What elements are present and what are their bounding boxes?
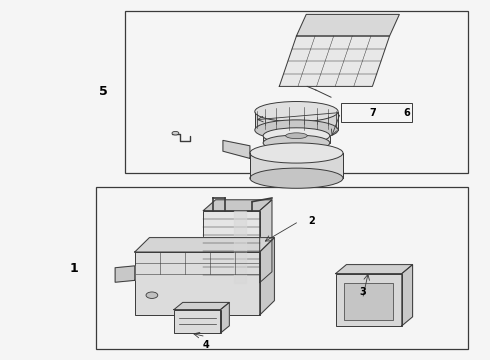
Ellipse shape [286, 133, 307, 139]
Bar [255, 112, 338, 130]
Text: 3: 3 [359, 287, 366, 297]
Bar [263, 136, 330, 143]
Text: 5: 5 [98, 85, 107, 98]
Bar [336, 274, 402, 326]
Bar [341, 103, 412, 122]
Polygon shape [203, 200, 272, 211]
Polygon shape [260, 238, 274, 315]
Text: 7: 7 [369, 108, 376, 118]
Text: 4: 4 [202, 340, 209, 350]
Text: 6: 6 [403, 108, 410, 118]
Bar [344, 283, 393, 320]
Polygon shape [336, 265, 413, 274]
Ellipse shape [263, 135, 330, 151]
Polygon shape [260, 200, 272, 283]
Polygon shape [115, 266, 135, 282]
Ellipse shape [250, 168, 343, 188]
Text: 2: 2 [309, 216, 316, 226]
Polygon shape [135, 238, 274, 252]
Ellipse shape [250, 143, 343, 163]
Bar [174, 310, 220, 333]
Ellipse shape [146, 292, 158, 298]
Polygon shape [402, 265, 413, 326]
Ellipse shape [263, 128, 330, 144]
Ellipse shape [172, 131, 179, 135]
Polygon shape [174, 302, 229, 310]
Bar [250, 153, 343, 178]
Text: 1: 1 [69, 262, 78, 275]
Polygon shape [279, 36, 390, 86]
Bar [203, 211, 260, 283]
Ellipse shape [255, 102, 338, 122]
Polygon shape [223, 140, 250, 158]
Bar [125, 11, 468, 173]
Bar [135, 252, 260, 315]
Ellipse shape [255, 120, 338, 140]
Polygon shape [296, 14, 399, 36]
Polygon shape [220, 302, 229, 333]
Polygon shape [234, 211, 245, 283]
Bar [96, 187, 468, 349]
